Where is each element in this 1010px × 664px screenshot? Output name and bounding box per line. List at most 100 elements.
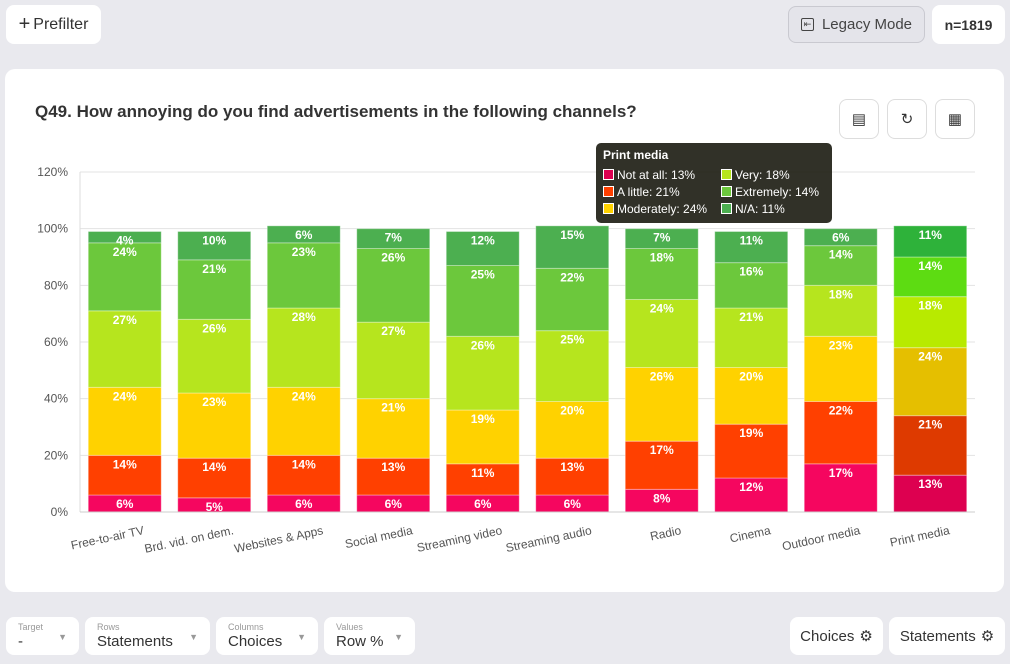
x-tick-label: Streaming audio bbox=[504, 523, 593, 555]
tooltip-row: Moderately: 24% bbox=[603, 200, 721, 217]
data-label: 5% bbox=[206, 500, 224, 514]
chart-tooltip: Print media Not at all: 13% A little: 21… bbox=[596, 143, 832, 223]
data-label: 23% bbox=[202, 395, 226, 409]
data-label: 6% bbox=[385, 497, 403, 511]
values-dropdown[interactable]: Values Row % ▼ bbox=[324, 617, 415, 655]
choices-settings-button[interactable]: Choices ⚙ bbox=[790, 617, 883, 655]
x-tick-label: Social media bbox=[344, 523, 414, 551]
bar-segment bbox=[624, 440, 699, 490]
swatch bbox=[721, 169, 732, 180]
data-label: 24% bbox=[650, 302, 674, 316]
caret-down-icon: ▼ bbox=[58, 632, 67, 642]
data-label: 21% bbox=[202, 262, 226, 276]
x-tick-label: Outdoor media bbox=[781, 523, 862, 553]
tooltip-text: Extremely: 14% bbox=[735, 184, 820, 199]
data-label: 27% bbox=[113, 313, 137, 327]
data-label: 23% bbox=[292, 245, 316, 259]
bar-segment bbox=[624, 299, 699, 368]
y-tick-label: 20% bbox=[44, 448, 68, 462]
y-tick-label: 120% bbox=[37, 165, 68, 179]
bar-segment bbox=[535, 401, 610, 459]
data-label: 12% bbox=[739, 480, 763, 494]
tooltip-text: Not at all: 13% bbox=[617, 167, 696, 182]
data-label: 7% bbox=[653, 231, 671, 245]
bar-segment bbox=[803, 335, 878, 403]
rows-value: Statements bbox=[97, 633, 173, 650]
legacy-mode-button[interactable]: ⇤ Legacy Mode bbox=[788, 6, 925, 43]
layout-button[interactable]: ▦ bbox=[935, 99, 975, 139]
statements-label: Statements bbox=[899, 627, 976, 645]
tooltip-text: N/A: 11% bbox=[735, 201, 785, 216]
data-label: 15% bbox=[560, 228, 584, 242]
bar-segment bbox=[177, 457, 252, 499]
data-label: 21% bbox=[739, 310, 763, 324]
x-tick-label: Brd. vid. on dem. bbox=[143, 523, 235, 556]
target-dropdown[interactable]: Target - ▼ bbox=[6, 617, 79, 655]
data-label: 11% bbox=[740, 234, 764, 248]
data-label: 7% bbox=[385, 231, 403, 245]
y-tick-label: 0% bbox=[51, 505, 69, 519]
data-label: 27% bbox=[381, 324, 405, 338]
values-value: Row % bbox=[336, 633, 384, 650]
data-label: 11% bbox=[919, 228, 943, 242]
data-label: 22% bbox=[560, 270, 584, 284]
bar-segment bbox=[445, 409, 520, 465]
bar-segment bbox=[893, 415, 968, 476]
swatch bbox=[721, 186, 732, 197]
statements-settings-button[interactable]: Statements ⚙ bbox=[889, 617, 1005, 655]
prefilter-button[interactable]: + Prefilter bbox=[6, 5, 101, 44]
bar-segment bbox=[445, 335, 520, 411]
data-label: 22% bbox=[829, 404, 853, 418]
data-label: 4% bbox=[116, 234, 134, 248]
swatch bbox=[721, 203, 732, 214]
bar-segment bbox=[445, 231, 520, 266]
tooltip-row: Not at all: 13% bbox=[603, 166, 721, 183]
data-label: 13% bbox=[918, 477, 942, 491]
data-label: 18% bbox=[829, 287, 853, 301]
columns-value: Choices bbox=[228, 633, 283, 650]
comment-button[interactable]: ▤ bbox=[839, 99, 879, 139]
tooltip-title: Print media bbox=[603, 148, 669, 162]
y-tick-label: 100% bbox=[37, 222, 68, 236]
bar-segment bbox=[893, 296, 968, 349]
data-label: 25% bbox=[560, 333, 584, 347]
bar-segment bbox=[714, 231, 789, 264]
choices-label: Choices bbox=[800, 627, 855, 645]
columns-label: Columns bbox=[228, 622, 264, 632]
data-label: 17% bbox=[829, 466, 853, 480]
data-label: 25% bbox=[471, 268, 495, 282]
data-label: 26% bbox=[650, 370, 674, 384]
bar-segment bbox=[535, 267, 610, 332]
x-tick-label: Free-to-air TV bbox=[70, 523, 146, 552]
data-label: 20% bbox=[560, 404, 584, 418]
data-label: 6% bbox=[564, 497, 582, 511]
dashboard-icon: ▦ bbox=[947, 111, 963, 128]
bar-segment bbox=[893, 347, 968, 417]
data-label: 8% bbox=[653, 491, 671, 505]
bar-segment bbox=[893, 225, 968, 258]
rows-dropdown[interactable]: Rows Statements ▼ bbox=[85, 617, 210, 655]
bar-segment bbox=[177, 318, 252, 394]
gear-icon: ⚙ bbox=[859, 628, 873, 645]
data-label: 24% bbox=[918, 350, 942, 364]
data-label: 21% bbox=[381, 401, 405, 415]
bar-segment bbox=[87, 231, 162, 244]
columns-dropdown[interactable]: Columns Choices ▼ bbox=[216, 617, 318, 655]
swatch bbox=[603, 186, 614, 197]
bar-segment bbox=[266, 225, 341, 244]
bar-segment bbox=[535, 457, 610, 496]
plus-icon: + bbox=[18, 13, 31, 35]
data-label: 26% bbox=[381, 251, 405, 265]
data-label: 12% bbox=[471, 234, 495, 248]
data-label: 14% bbox=[918, 259, 942, 273]
bar-segment bbox=[714, 367, 789, 425]
data-label: 19% bbox=[739, 426, 763, 440]
data-label: 14% bbox=[292, 457, 316, 471]
tooltip-row: Very: 18% bbox=[721, 166, 825, 183]
refresh-button[interactable]: ↻ bbox=[887, 99, 927, 139]
data-label: 18% bbox=[918, 299, 942, 313]
data-label: 6% bbox=[116, 497, 134, 511]
y-tick-label: 80% bbox=[44, 278, 68, 292]
tooltip-row: N/A: 11% bbox=[721, 200, 825, 217]
data-label: 14% bbox=[202, 460, 226, 474]
